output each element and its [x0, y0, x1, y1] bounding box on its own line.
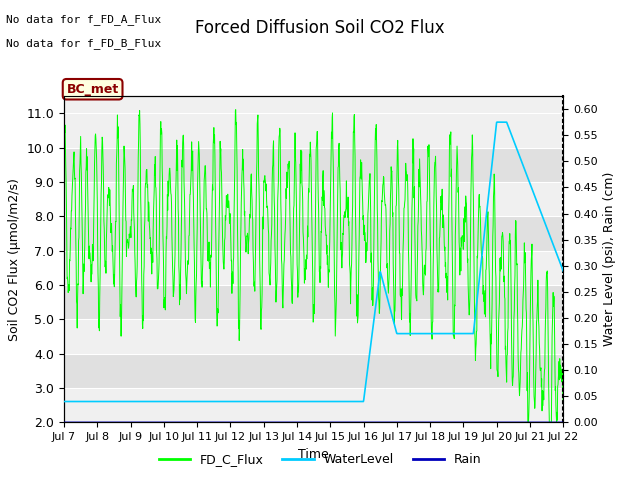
Bar: [64, 216, 563, 251]
Text: Forced Diffusion Soil CO2 Flux: Forced Diffusion Soil CO2 Flux: [195, 19, 445, 37]
Bar: [64, 285, 563, 319]
Text: BC_met: BC_met: [67, 83, 119, 96]
Legend: FD_C_Flux, WaterLevel, Rain: FD_C_Flux, WaterLevel, Rain: [154, 448, 486, 471]
Text: No data for f_FD_A_Flux: No data for f_FD_A_Flux: [6, 14, 162, 25]
X-axis label: Time: Time: [298, 448, 329, 461]
Bar: [64, 147, 563, 182]
Text: No data for f̲FD̲B̲Flux: No data for f̲FD̲B̲Flux: [6, 38, 162, 49]
Bar: [64, 354, 563, 388]
Y-axis label: Water Level (psi), Rain (cm): Water Level (psi), Rain (cm): [604, 172, 616, 347]
Y-axis label: Soil CO2 Flux (μmol/m2/s): Soil CO2 Flux (μmol/m2/s): [8, 178, 21, 341]
